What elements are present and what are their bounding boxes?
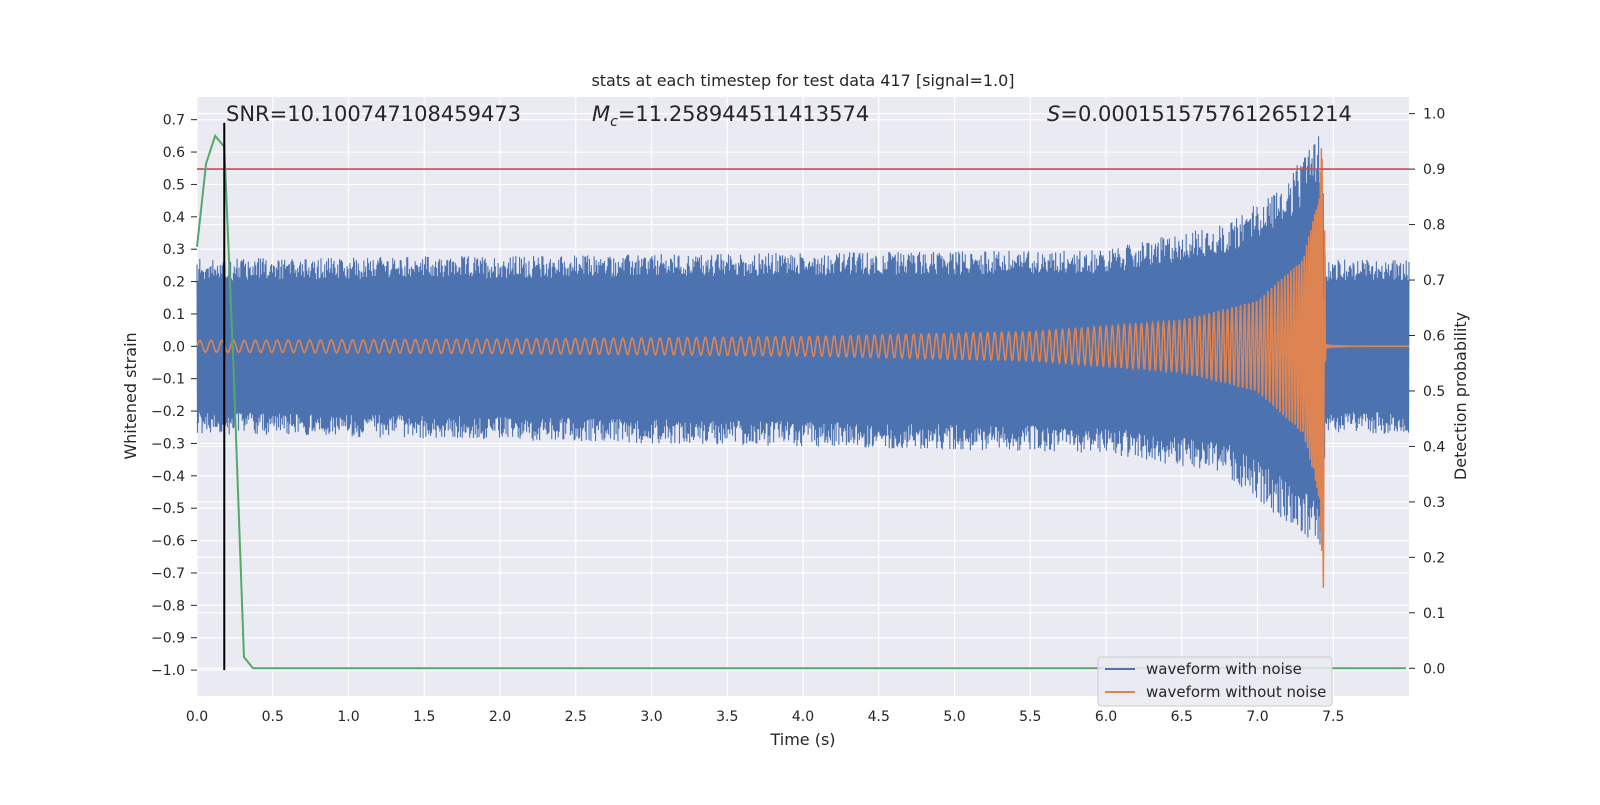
x-tick-label: 5.0 — [943, 709, 965, 725]
x-tick-label: 4.5 — [868, 709, 890, 725]
x-tick-label: 2.0 — [489, 709, 511, 725]
y-left-tick-label: 0.0 — [163, 339, 185, 355]
legend-label-noise: waveform with noise — [1146, 660, 1302, 678]
y-left-tick-label: 0.2 — [163, 275, 185, 291]
series-clean-waveform — [196, 148, 1409, 588]
y-right-tick-label: 0.8 — [1423, 218, 1445, 234]
x-tick-label: 3.0 — [640, 709, 662, 725]
x-tick-label: 6.0 — [1095, 709, 1117, 725]
y-right-tick-label: 0.3 — [1423, 495, 1445, 511]
y-right-tick-label: 0.7 — [1423, 273, 1445, 289]
x-tick-label: 7.5 — [1322, 709, 1344, 725]
y-right-tick-label: 0.9 — [1423, 162, 1445, 178]
y-left-tick-label: 0.4 — [163, 210, 185, 226]
y-right-tick-label: 0.0 — [1423, 661, 1445, 677]
y-axis-left-label: Whitened strain — [121, 332, 140, 459]
y-left-tick-label: 0.3 — [163, 242, 185, 258]
s-symbol: S — [1047, 102, 1060, 126]
y-right-tick-label: 1.0 — [1423, 107, 1445, 123]
mc-value: =11.258944511413574 — [618, 102, 869, 126]
x-tick-label: 4.0 — [792, 709, 814, 725]
y-left-tick-label: −0.5 — [151, 501, 185, 517]
series-noisy-waveform — [196, 136, 1410, 545]
y-right-tick-label: 0.4 — [1423, 439, 1445, 455]
y-right-tick-label: 0.2 — [1423, 550, 1445, 566]
y-right-tick-label: 0.1 — [1423, 606, 1445, 622]
x-tick-label: 1.0 — [337, 709, 359, 725]
legend-label-clean: waveform without noise — [1146, 683, 1326, 701]
x-tick-label: 1.5 — [413, 709, 435, 725]
y-right-tick-label: 0.6 — [1423, 328, 1445, 344]
s-value: =0.0001515757612651214 — [1060, 102, 1352, 126]
y-axis-right-label: Detection probability — [1451, 312, 1470, 480]
y-left-tick-label: −0.9 — [151, 631, 185, 647]
legend: waveform with noise waveform without noi… — [1097, 656, 1333, 707]
snr-annotation: SNR=10.100747108459473 — [226, 102, 521, 126]
y-left-tick-label: 0.5 — [163, 177, 185, 193]
y-left-tick-label: 0.6 — [163, 145, 185, 161]
y-left-tick-label: −0.7 — [151, 566, 185, 582]
x-tick-label: 6.5 — [1171, 709, 1193, 725]
chirp-mass-annotation: Mc=11.258944511413574 — [592, 102, 869, 130]
y-left-tick-label: −0.6 — [151, 534, 185, 550]
x-tick-label: 0.5 — [262, 709, 284, 725]
x-tick-label: 0.0 — [186, 709, 208, 725]
y-left-tick-label: −0.1 — [151, 372, 185, 388]
chart-title: stats at each timestep for test data 417… — [591, 71, 1014, 90]
y-left-tick-label: −0.4 — [151, 469, 185, 485]
tick-labels: 0.0 0.5 1.0 1.5 2.0 2.5 3.0 3.5 4.0 4.5 5.0 5.5 6.0 6… — [151, 107, 1445, 725]
y-left-tick-label: −0.3 — [151, 436, 185, 452]
x-tick-label: 2.5 — [565, 709, 587, 725]
y-left-tick-label: −1.0 — [151, 663, 185, 679]
x-tick-label: 5.5 — [1019, 709, 1041, 725]
s-annotation: S=0.0001515757612651214 — [1047, 102, 1352, 126]
y-left-tick-label: −0.8 — [151, 598, 185, 614]
x-tick-label: 7.0 — [1246, 709, 1268, 725]
mc-subscript: c — [610, 114, 618, 130]
legend-box — [1097, 656, 1333, 707]
y-left-tick-label: −0.2 — [151, 404, 185, 420]
series-detection-probability — [196, 133, 1406, 670]
y-left-tick-label: 0.7 — [163, 113, 185, 129]
data-layer — [196, 122, 1410, 671]
y-left-tick-label: 0.1 — [163, 307, 185, 323]
x-axis-label: Time (s) — [769, 730, 835, 749]
y-right-tick-label: 0.5 — [1423, 384, 1445, 400]
x-tick-label: 3.5 — [716, 709, 738, 725]
mc-symbol: M — [592, 102, 610, 126]
